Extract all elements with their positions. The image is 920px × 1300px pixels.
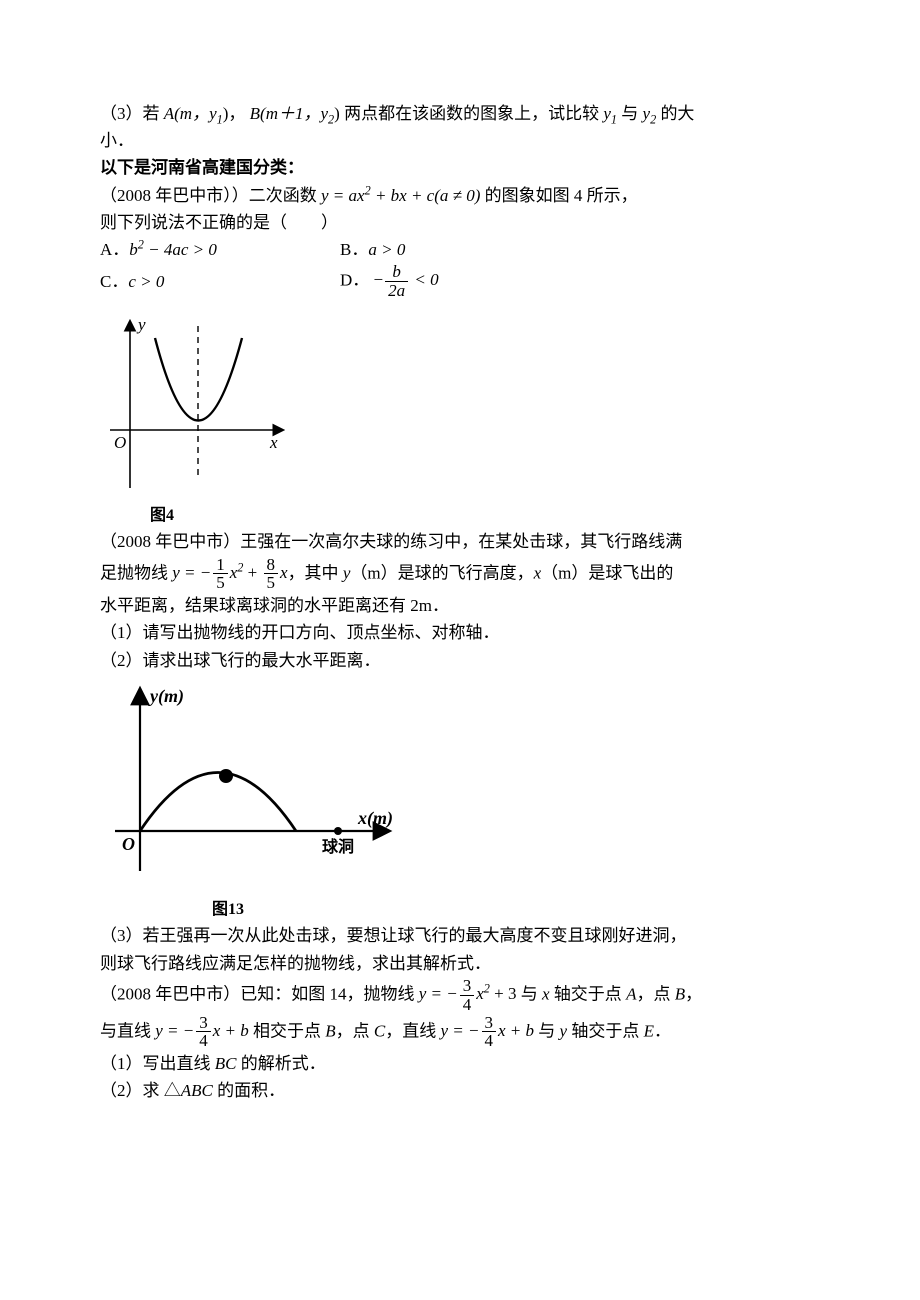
q3-mid1: 与 <box>521 984 542 1003</box>
p1-and: 与 <box>617 104 643 123</box>
q3-l2f: 轴交于点 <box>567 1021 644 1040</box>
q3-comma2: ， <box>685 984 702 1003</box>
q1-C-label: C． <box>100 272 128 291</box>
q2-line1: （2008 年巴中市）王强在一次高尔夫球的练习中，在某处击球，其飞行路线满 <box>100 528 825 555</box>
q1-C-expr: c > 0 <box>128 272 164 291</box>
q1-tail: 的图象如图 4 所示， <box>485 186 638 205</box>
q3-l2a: 与直线 <box>100 1021 155 1040</box>
p1-prefix: （3）若 <box>100 104 164 123</box>
figure-4-caption: 图4 <box>100 503 825 529</box>
q3-mid1b: 轴交于点 <box>550 984 627 1003</box>
q2-sub1: （1）请写出抛物线的开口方向、顶点坐标、对称轴． <box>100 619 825 646</box>
q3-sub1b: 的解析式． <box>236 1054 325 1073</box>
y-axis-label: y(m) <box>148 686 184 707</box>
q1-option-B: B．a > 0 <box>340 236 405 263</box>
p1-y1: y1 <box>603 104 617 123</box>
q3-dot: ． <box>654 1021 671 1040</box>
q3-sub2: （2）求 △ABC 的面积． <box>100 1077 825 1104</box>
q1-option-A: A．b2 − 4ac > 0 <box>100 236 340 263</box>
q2-l2b: ，其中 <box>288 563 343 582</box>
q1-options-row1: A．b2 − 4ac > 0 B．a > 0 <box>100 236 825 263</box>
q1-lead: （2008 年巴中市））二次函数 <box>100 186 321 205</box>
figure-13-svg: y(m) x(m) O 球洞 <box>100 676 400 891</box>
q2-line2: 足抛物线 y = −15x2 + 85x，其中 y（m）是球的飞行高度，x（m）… <box>100 556 825 593</box>
q1-B-expr: a > 0 <box>368 240 405 259</box>
q1-B-label: B． <box>340 240 368 259</box>
q3-comma: ，点 <box>636 984 674 1003</box>
q2-sub3-line1: （3）若王强再一次从此处击球，要想让球飞行的最大高度不变且球刚好进洞， <box>100 922 825 949</box>
q2-eq: y = −15x2 + 85x <box>172 563 287 582</box>
q1-eq: y = ax2 + bx + c(a ≠ 0) <box>321 186 485 205</box>
q3-y: y <box>560 1021 568 1040</box>
p1-A: A(m，y1) <box>164 104 229 123</box>
q3-l2b: 相交于点 <box>253 1021 325 1040</box>
q3-sub2a: （2）求 △ <box>100 1081 181 1100</box>
q1-line2: 则下列说法不正确的是（ ） <box>100 209 825 236</box>
q3-eq2: y = −34x + b <box>155 1021 253 1040</box>
figure-4-svg: y x O <box>100 308 290 503</box>
q3-eq1: y = −34x2 + 3 <box>419 984 521 1003</box>
q3-sub1a: （1）写出直线 <box>100 1054 215 1073</box>
figure-13-caption: 图13 <box>100 897 825 923</box>
q3-sub2b: 的面积． <box>213 1081 285 1100</box>
q3-l2e: 与 <box>538 1021 559 1040</box>
q3-BC: BC <box>215 1054 237 1073</box>
figure-13: y(m) x(m) O 球洞 图13 <box>100 676 825 923</box>
q3-line2: 与直线 y = −34x + b 相交于点 B，点 C，直线 y = −34x … <box>100 1014 825 1051</box>
q2-l2c: （m）是球的飞行高度， <box>350 563 533 582</box>
q3-C: C <box>374 1021 385 1040</box>
q2-sub3-line2: 则球飞行路线应满足怎样的抛物线，求出其解析式． <box>100 950 825 977</box>
q2-line3: 水平距离，结果球离球洞的水平距离还有 2m． <box>100 592 825 619</box>
p1-tail: 的大 <box>656 104 694 123</box>
hole-icon <box>334 827 342 835</box>
q1-line1: （2008 年巴中市））二次函数 y = ax2 + bx + c(a ≠ 0)… <box>100 182 825 209</box>
p1-sep: ， <box>228 104 245 123</box>
q3-line1: （2008 年巴中市）已知：如图 14，抛物线 y = −34x2 + 3 与 … <box>100 977 825 1014</box>
q3-A: A <box>626 984 636 1003</box>
q2-l2d: （m）是球飞出的 <box>541 563 673 582</box>
q3-eq3: y = −34x + b <box>441 1021 539 1040</box>
q3-x: x <box>542 984 550 1003</box>
q2-xm: x <box>534 563 542 582</box>
section-heading: 以下是河南省高建国分类： <box>100 154 825 181</box>
x-axis-label: x(m) <box>357 808 393 829</box>
q2-l2a: 足抛物线 <box>100 563 172 582</box>
q1-A-label: A． <box>100 240 129 259</box>
q1-D-frac: b2a <box>385 263 408 300</box>
p1-B: B(m＋1，y2) <box>250 104 344 123</box>
q1-D-expr: −b2a < 0 <box>374 270 439 289</box>
y-axis-label: y <box>136 315 146 334</box>
origin-label: O <box>114 433 126 452</box>
q3-lead: （2008 年巴中市）已知：如图 14，抛物线 <box>100 984 419 1003</box>
q3-l2c: ，点 <box>336 1021 374 1040</box>
page: （3）若 A(m，y1)， B(m＋1，y2) 两点都在该函数的图象上，试比较 … <box>0 0 920 1300</box>
q2-sub2: （2）请求出球飞行的最大水平距离． <box>100 647 825 674</box>
q1-A-expr: b2 − 4ac > 0 <box>129 240 217 259</box>
trajectory-curve <box>140 772 296 831</box>
hole-label: 球洞 <box>322 837 354 856</box>
q1-option-C: C．c > 0 <box>100 268 340 295</box>
q3-ABC: ABC <box>181 1081 213 1100</box>
p1-mid: 两点都在该函数的图象上，试比较 <box>344 104 603 123</box>
p1-line1: （3）若 A(m，y1)， B(m＋1，y2) 两点都在该函数的图象上，试比较 … <box>100 100 825 127</box>
q3-l2d: ，直线 <box>385 1021 440 1040</box>
q3-B2: B <box>325 1021 335 1040</box>
q1-options-row2: C．c > 0 D． −b2a < 0 <box>100 263 825 300</box>
figure-4: y x O 图4 <box>100 308 825 529</box>
ball-icon <box>219 769 233 783</box>
p1-line2: 小． <box>100 127 825 154</box>
origin-label: O <box>122 834 135 854</box>
q3-B: B <box>675 984 685 1003</box>
q1-D-label: D． <box>340 270 369 289</box>
q1-option-D: D． −b2a < 0 <box>340 263 439 300</box>
p1-y2: y2 <box>643 104 657 123</box>
q3-E: E <box>644 1021 654 1040</box>
x-axis-label: x <box>269 433 278 452</box>
q3-sub1: （1）写出直线 BC 的解析式． <box>100 1050 825 1077</box>
